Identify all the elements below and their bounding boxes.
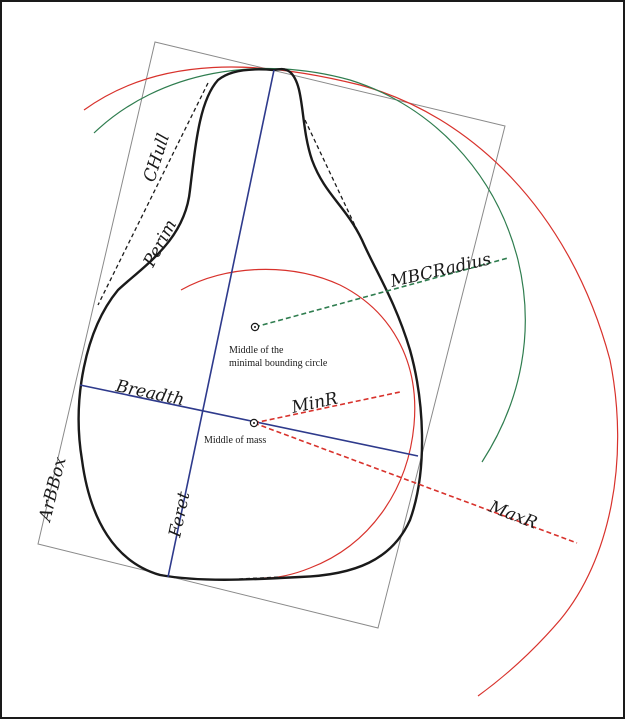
maxr-circle-arc — [83, 66, 619, 697]
maxr-line — [253, 422, 578, 544]
chull-label: CHull — [140, 131, 174, 184]
feret-label: Feret — [165, 490, 194, 540]
breadth-line — [79, 384, 419, 457]
mass-center-marker — [249, 418, 259, 428]
mbc-center-note-line1: Middle of the — [229, 345, 284, 356]
mbc-center-marker — [250, 322, 260, 332]
arbbox-label: ArBBox — [35, 455, 71, 525]
minr-line — [253, 391, 401, 424]
mbcradius-label: MBCRadius — [388, 249, 494, 292]
arbbox-rectangle — [37, 41, 506, 629]
maxr-label: MaxR — [485, 497, 540, 534]
minr-circle-arc — [180, 268, 416, 579]
breadth-label: Breadth — [113, 376, 186, 410]
mass-center-note: Middle of mass — [204, 435, 266, 446]
mbcradius-line — [254, 257, 509, 328]
perimeter-outline — [77, 67, 424, 581]
minr-label: MinR — [289, 389, 340, 418]
chull-dashed-left — [97, 82, 209, 306]
perim-label: Perim — [139, 216, 181, 271]
mbc-center-note-line2: minimal bounding circle — [229, 358, 328, 369]
mbc-circle-arc — [93, 67, 526, 463]
feret-line — [167, 69, 275, 578]
